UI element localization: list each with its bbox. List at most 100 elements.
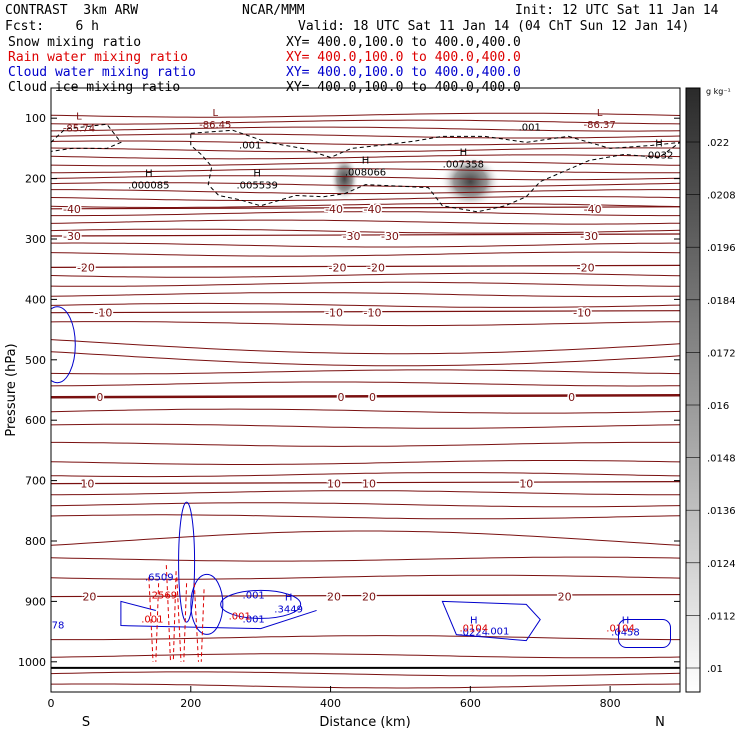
- temp-contour-label-0-3: 0: [369, 391, 376, 404]
- cloud-water-contour-5: [120, 600, 317, 630]
- x-tick-label-200: 200: [180, 697, 201, 710]
- colorbar-label-10: .0112: [707, 611, 736, 622]
- model-title: CONTRAST 3km ARW: [5, 3, 139, 18]
- extrema-type-3: L: [597, 108, 603, 119]
- cloud-water-contour-6: [441, 600, 541, 642]
- extrema-value-9: .3449: [274, 605, 303, 616]
- x-tick-label-600: 600: [460, 697, 481, 710]
- temp-contour-label-m20-4: -20: [577, 261, 595, 274]
- temp-contour-label-m40-3: -40: [364, 203, 382, 216]
- theta-contour-38: [51, 556, 680, 562]
- extrema-type-9: H: [285, 593, 293, 604]
- contour-label-9: .2569: [149, 590, 178, 601]
- theta-contour-20: [51, 272, 680, 278]
- rain-water-contour-3: [176, 577, 188, 662]
- temp-contour-label-m10-4: -10: [573, 307, 591, 320]
- colorbar-label-4: .0184: [707, 296, 736, 307]
- theta-contour-23: [51, 302, 680, 308]
- temp-contour-label-m10-2: -10: [325, 307, 343, 320]
- y-tick-label-800: 800: [25, 535, 46, 548]
- extrema-value-1: -85.74: [63, 123, 95, 134]
- theta-contour-32: [51, 460, 680, 465]
- theta-contour-8: [51, 161, 680, 167]
- temp-contour-label-20-3: 20: [362, 591, 376, 604]
- extrema-value-8: .0032: [645, 150, 674, 161]
- extrema-value-6: .008066: [345, 167, 386, 178]
- temp-contour-m20: [51, 264, 680, 268]
- cloud-water-contour-1: [51, 306, 76, 384]
- extrema-value-10: .0224: [460, 628, 489, 639]
- theta-contour-35: [51, 502, 680, 508]
- contour-label-11: .0104: [460, 624, 489, 635]
- rain-water-contour-2: [165, 565, 177, 662]
- colorbar-label-7: .0148: [707, 454, 736, 465]
- contour-label-3: .001: [243, 590, 265, 601]
- cloud-ice-contour-2: [190, 129, 680, 213]
- theta-contour-11: [51, 182, 680, 188]
- y-tick-label-300: 300: [25, 233, 46, 246]
- colorbar-label-6: .016: [707, 401, 729, 412]
- cloud-water-contour-3: [190, 573, 224, 635]
- theta-contour-18: [51, 242, 680, 248]
- init-time: Init: 12 UTC Sat 11 Jan 14: [515, 3, 719, 18]
- extrema-value-3: -86.37: [584, 120, 616, 131]
- contour-label-4: .001: [243, 615, 265, 626]
- snow-shading-2: [440, 155, 501, 208]
- temp-contour-label-20-2: 20: [327, 591, 341, 604]
- theta-contour-33: [51, 472, 680, 478]
- theta-contour-24: [51, 321, 680, 327]
- theta-contour-3: [51, 126, 680, 132]
- extrema-type-4: H: [145, 169, 153, 180]
- cloud-ice-contour-1: [51, 123, 122, 152]
- temp-contour-0: [51, 393, 680, 399]
- colorbar-label-2: .0208: [707, 191, 736, 202]
- extrema-type-2: L: [212, 108, 218, 119]
- temp-contour-m40: [51, 206, 680, 210]
- extrema-value-7: .007358: [443, 160, 484, 171]
- x-end-label-left: S: [82, 715, 90, 730]
- extrema-value-5: .005539: [236, 181, 277, 192]
- y-tick-label-700: 700: [25, 475, 46, 488]
- theta-contour-31: [51, 441, 680, 447]
- theta-contour-10: [51, 175, 680, 181]
- theta-contour-9: [51, 168, 680, 174]
- theta-contour-2: [51, 119, 680, 125]
- y-tick-label-500: 500: [25, 354, 46, 367]
- x-end-label-right: N: [655, 715, 665, 730]
- colorbar-label-1: .022: [707, 138, 729, 149]
- theta-contour-39: [51, 574, 680, 580]
- temp-contour-m10: [51, 310, 680, 314]
- field-xy-snow: XY= 400.0,100.0 to 400.0,400.0: [286, 35, 521, 50]
- theta-contour-26: [51, 351, 680, 367]
- center-title: NCAR/MMM: [242, 3, 305, 18]
- x-tick-label-800: 800: [600, 697, 621, 710]
- extrema-type-6: H: [362, 155, 370, 166]
- theta-contour-43: [51, 683, 680, 689]
- x-axis-title: Distance (km): [319, 715, 410, 730]
- extrema-value-2: -86.45: [199, 120, 231, 131]
- field-name-cloud-water: Cloud water mixing ratio: [8, 65, 196, 80]
- contour-label-10: .0104: [606, 624, 635, 635]
- theta-contour-25: [51, 339, 680, 355]
- temp-contour-20: [51, 593, 680, 598]
- contour-label-6: .001: [141, 615, 163, 626]
- theta-contour-1: [51, 112, 680, 118]
- theta-contour-4: [51, 133, 680, 139]
- x-tick-label-0: 0: [48, 697, 55, 710]
- extrema-type-5: H: [253, 169, 261, 180]
- temp-contour-label-m30-2: -30: [343, 230, 361, 243]
- valid-time: Valid: 18 UTC Sat 11 Jan 14 (04 ChT Sun …: [298, 19, 690, 34]
- extrema-type-10: H: [470, 616, 478, 627]
- temp-contour-label-m40-4: -40: [584, 203, 602, 216]
- colorbar-label-8: .0136: [707, 506, 736, 517]
- theta-contour-36: [51, 514, 680, 520]
- rain-water-contour-1: [148, 577, 160, 662]
- theta-contour-27: [51, 369, 680, 375]
- temp-contour-label-m40-1: -40: [63, 203, 81, 216]
- temp-contour-m30: [51, 233, 680, 237]
- y-tick-label-600: 600: [25, 414, 46, 427]
- theta-contour-19: [51, 251, 680, 257]
- y-tick-label-900: 900: [25, 595, 46, 608]
- contour-label-5: .001: [487, 627, 509, 638]
